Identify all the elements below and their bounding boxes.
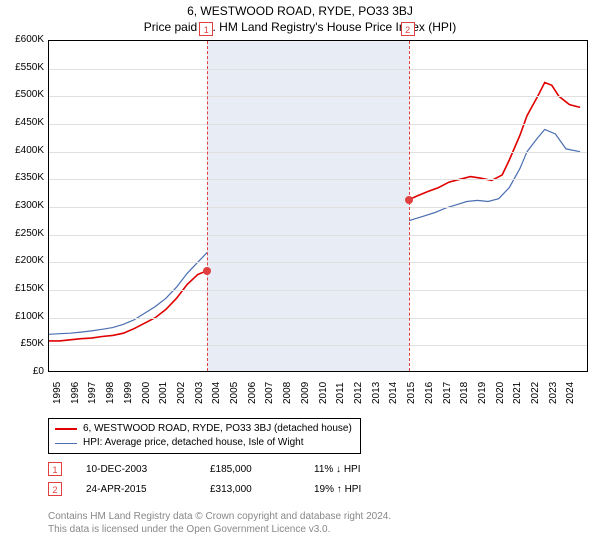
legend-label: HPI: Average price, detached house, Isle… (83, 436, 304, 450)
legend-label: 6, WESTWOOD ROAD, RYDE, PO33 3BJ (detach… (83, 422, 352, 436)
x-tick-label: 2004 (211, 382, 222, 404)
y-tick-label: £350K (2, 172, 44, 183)
y-tick-label: £50K (2, 338, 44, 349)
x-tick-label: 1995 (52, 382, 63, 404)
gridline (49, 235, 587, 236)
legend-item: 6, WESTWOOD ROAD, RYDE, PO33 3BJ (detach… (55, 422, 352, 436)
y-tick-label: £150K (2, 283, 44, 294)
plot-area (48, 40, 588, 372)
event-line (409, 41, 410, 371)
x-tick-label: 2021 (512, 382, 523, 404)
x-tick-label: 2017 (442, 382, 453, 404)
sale-date: 10-DEC-2003 (86, 464, 186, 475)
event-marker-1: 1 (199, 22, 213, 36)
x-tick-label: 2023 (548, 382, 559, 404)
sale-delta: 11% ↓ HPI (314, 464, 361, 475)
sale-date: 24-APR-2015 (86, 484, 186, 495)
gridline (49, 124, 587, 125)
x-tick-label: 2012 (353, 382, 364, 404)
x-tick-label: 2013 (371, 382, 382, 404)
x-tick-label: 2019 (477, 382, 488, 404)
sale-row: 1 10-DEC-2003 £185,000 11% ↓ HPI (48, 462, 361, 476)
y-tick-label: £250K (2, 228, 44, 239)
x-tick-label: 2015 (406, 382, 417, 404)
gridline (49, 179, 587, 180)
legend-item: HPI: Average price, detached house, Isle… (55, 436, 352, 450)
chart-subtitle: Price paid vs. HM Land Registry's House … (0, 18, 600, 38)
gridline (49, 69, 587, 70)
x-tick-label: 2000 (141, 382, 152, 404)
x-tick-label: 2003 (194, 382, 205, 404)
x-tick-label: 2018 (459, 382, 470, 404)
y-tick-label: £0 (2, 366, 44, 377)
x-tick-label: 2001 (158, 382, 169, 404)
event-marker-2: 2 (401, 22, 415, 36)
x-tick-label: 2005 (229, 382, 240, 404)
chart-title: 6, WESTWOOD ROAD, RYDE, PO33 3BJ (0, 0, 600, 18)
sales-table: 1 10-DEC-2003 £185,000 11% ↓ HPI 2 24-APR-201… (48, 462, 361, 502)
y-tick-label: £100K (2, 311, 44, 322)
gridline (49, 96, 587, 97)
x-tick-label: 2020 (495, 382, 506, 404)
gridline (49, 152, 587, 153)
x-tick-label: 1999 (123, 382, 134, 404)
sale-delta: 19% ↑ HPI (314, 484, 361, 495)
y-tick-label: £450K (2, 117, 44, 128)
sale-price: £185,000 (210, 464, 290, 475)
x-tick-label: 2010 (318, 382, 329, 404)
x-tick-label: 1996 (70, 382, 81, 404)
legend-swatch (55, 443, 77, 444)
gridline (49, 345, 587, 346)
sale-marker: 2 (48, 482, 62, 496)
x-tick-label: 2016 (424, 382, 435, 404)
x-tick-label: 2011 (335, 382, 346, 404)
gridline (49, 290, 587, 291)
y-tick-label: £400K (2, 145, 44, 156)
x-tick-label: 2009 (300, 382, 311, 404)
x-tick-label: 2007 (264, 382, 275, 404)
footer-line: Contains HM Land Registry data © Crown c… (48, 510, 391, 523)
gridline (49, 262, 587, 263)
sale-row: 2 24-APR-2015 £313,000 19% ↑ HPI (48, 482, 361, 496)
x-tick-label: 2014 (388, 382, 399, 404)
legend: 6, WESTWOOD ROAD, RYDE, PO33 3BJ (detach… (48, 418, 361, 454)
sale-dot-2 (405, 196, 413, 204)
gridline (49, 207, 587, 208)
gridline (49, 318, 587, 319)
y-tick-label: £600K (2, 34, 44, 45)
x-tick-label: 1998 (105, 382, 116, 404)
footer-line: This data is licensed under the Open Gov… (48, 523, 391, 536)
x-tick-label: 2022 (530, 382, 541, 404)
x-tick-label: 2002 (176, 382, 187, 404)
y-tick-label: £550K (2, 62, 44, 73)
x-tick-label: 1997 (87, 382, 98, 404)
y-tick-label: £200K (2, 255, 44, 266)
x-tick-label: 2024 (565, 382, 576, 404)
sale-price: £313,000 (210, 484, 290, 495)
sale-dot-1 (203, 267, 211, 275)
y-tick-label: £300K (2, 200, 44, 211)
x-tick-label: 2008 (282, 382, 293, 404)
legend-swatch (55, 428, 77, 430)
x-tick-label: 2006 (247, 382, 258, 404)
shaded-region (207, 41, 408, 371)
footer-text: Contains HM Land Registry data © Crown c… (48, 510, 391, 536)
sale-marker: 1 (48, 462, 62, 476)
y-tick-label: £500K (2, 89, 44, 100)
event-line (207, 41, 208, 371)
